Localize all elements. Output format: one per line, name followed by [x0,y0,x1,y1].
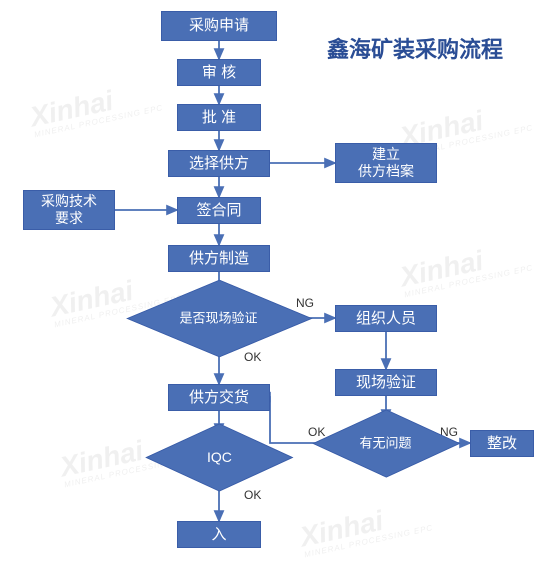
flow-node-n7: 签合同 [177,197,261,224]
flow-node-n11: 现场验证 [335,369,437,396]
diagram-title: 鑫海矿装采购流程 [327,32,503,64]
flow-node-n3: 批 准 [177,104,261,131]
flow-node-n1: 采购申请 [161,11,277,41]
flow-node-n5: 建立 供方档案 [335,143,437,183]
flow-node-n2: 审 核 [177,59,261,86]
edge-label: OK [308,425,325,439]
flow-node-d1: 是否现场验证 [126,279,312,356]
flow-node-n9: 组织人员 [335,305,437,332]
flow-arrows [0,0,550,563]
flow-node-n6: 采购技术 要求 [23,190,115,230]
flow-node-n13: 入 [177,521,261,548]
edge-label: OK [244,488,261,502]
flow-node-n4: 选择供方 [168,150,270,177]
flow-node-n12: 整改 [470,430,534,457]
flow-node-n10: 供方交货 [168,384,270,411]
flow-node-n8: 供方制造 [168,245,270,272]
watermark: XinhaiMINERAL PROCESSING EPC [298,497,434,560]
edge-label: NG [296,296,314,310]
flow-node-d3: 有无问题 [312,409,459,477]
edge-label: OK [244,350,261,364]
flow-node-d2: IQC [145,423,292,491]
watermark: XinhaiMINERAL PROCESSING EPC [398,237,534,300]
watermark: XinhaiMINERAL PROCESSING EPC [28,77,164,140]
